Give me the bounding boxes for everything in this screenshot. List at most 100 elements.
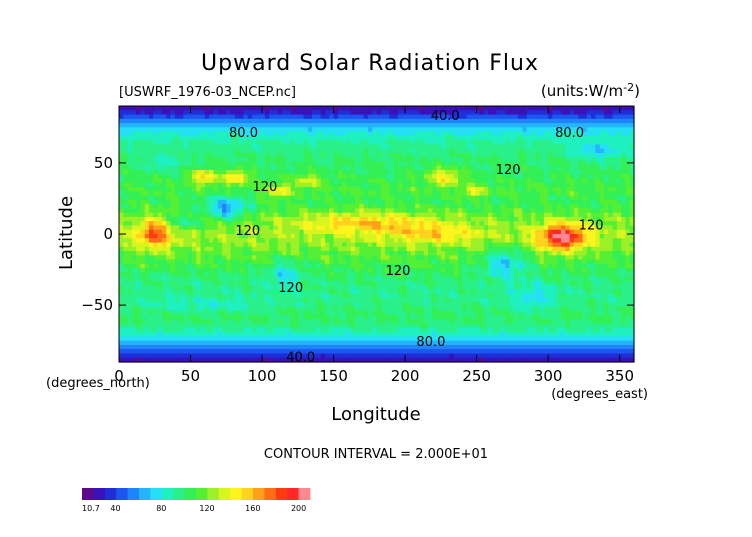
heatmap-cell xyxy=(470,118,476,124)
heatmap-cell xyxy=(273,157,279,163)
heatmap-cell xyxy=(350,234,356,239)
heatmap-cell xyxy=(526,229,532,235)
heatmap-cell xyxy=(359,178,365,184)
heatmap-cell xyxy=(234,161,240,167)
heatmap-cell xyxy=(333,106,339,111)
heatmap-cell xyxy=(294,276,300,282)
heatmap-cell xyxy=(166,242,172,248)
heatmap-cell xyxy=(616,148,622,154)
heatmap-cell xyxy=(410,263,416,269)
heatmap-cell xyxy=(428,212,433,218)
heatmap-cell xyxy=(239,110,245,116)
heatmap-cell xyxy=(264,246,270,252)
heatmap-cell xyxy=(252,148,257,154)
heatmap-cell xyxy=(144,114,150,120)
heatmap-cell xyxy=(286,221,292,227)
heatmap-cell xyxy=(415,174,421,180)
heatmap-cell xyxy=(123,178,129,184)
heatmap-cell xyxy=(277,110,283,116)
heatmap-cell xyxy=(573,135,579,141)
heatmap-cell xyxy=(209,152,215,158)
heatmap-cell xyxy=(380,187,386,192)
heatmap-cell xyxy=(397,251,403,256)
heatmap-cell xyxy=(359,199,365,205)
heatmap-cell xyxy=(191,106,197,111)
heatmap-cell xyxy=(552,148,558,154)
heatmap-cell xyxy=(153,251,159,256)
heatmap-cell xyxy=(260,255,266,261)
heatmap-cell xyxy=(526,242,532,248)
heatmap-cell xyxy=(127,191,133,197)
heatmap-cell xyxy=(191,268,197,273)
heatmap-cell xyxy=(119,127,124,133)
heatmap-cell xyxy=(591,110,596,116)
heatmap-cell xyxy=(239,152,245,158)
heatmap-cell xyxy=(488,208,493,214)
heatmap-cell xyxy=(483,195,489,201)
heatmap-cell xyxy=(196,161,202,167)
heatmap-cell xyxy=(561,251,566,256)
heatmap-cell xyxy=(170,268,176,273)
heatmap-cell xyxy=(222,195,227,201)
heatmap-cell xyxy=(462,199,468,205)
heatmap-cell xyxy=(239,157,245,163)
heatmap-cell xyxy=(509,118,515,124)
heatmap-cell xyxy=(488,144,493,150)
heatmap-cell xyxy=(380,242,386,248)
heatmap-cell xyxy=(290,161,296,167)
heatmap-cell xyxy=(556,118,562,124)
heatmap-cell xyxy=(449,229,455,235)
heatmap-cell xyxy=(578,148,584,154)
heatmap-cell xyxy=(492,165,498,171)
heatmap-cell xyxy=(475,135,481,141)
heatmap-cell xyxy=(346,127,352,133)
heatmap-cell xyxy=(333,191,339,197)
heatmap-cell xyxy=(479,195,485,201)
heatmap-cell xyxy=(406,157,412,163)
heatmap-cell xyxy=(346,229,352,235)
heatmap-cell xyxy=(252,118,257,124)
heatmap-cell xyxy=(548,238,554,244)
heatmap-cell xyxy=(264,191,270,197)
heatmap-cell xyxy=(256,225,262,231)
heatmap-cell xyxy=(226,238,232,244)
heatmap-cell xyxy=(505,165,511,171)
heatmap-cell xyxy=(573,234,579,239)
heatmap-cell xyxy=(625,195,631,201)
heatmap-cell xyxy=(483,118,489,124)
heatmap-cell xyxy=(286,165,292,171)
heatmap-cell xyxy=(466,276,472,282)
heatmap-cell xyxy=(363,131,369,137)
heatmap-cell xyxy=(526,251,532,256)
heatmap-cell xyxy=(131,268,137,273)
heatmap-cell xyxy=(526,174,532,180)
heatmap-cell xyxy=(505,118,511,124)
heatmap-cell xyxy=(402,242,408,248)
heatmap-cell xyxy=(449,114,455,120)
heatmap-cell xyxy=(312,127,318,133)
heatmap-cell xyxy=(565,165,571,171)
heatmap-cell xyxy=(603,178,609,184)
heatmap-cell xyxy=(595,148,601,154)
heatmap-cell xyxy=(320,152,326,158)
heatmap-cell xyxy=(625,229,631,235)
heatmap-cell xyxy=(183,229,189,235)
heatmap-cell xyxy=(393,187,399,192)
heatmap-cell xyxy=(428,221,433,227)
heatmap-cell xyxy=(140,216,146,222)
heatmap-cell xyxy=(277,225,283,231)
heatmap-cell xyxy=(161,127,167,133)
heatmap-cell xyxy=(543,114,549,120)
heatmap-cell xyxy=(586,114,592,120)
heatmap-cell xyxy=(243,127,249,133)
heatmap-cell xyxy=(445,114,451,120)
heatmap-cell xyxy=(526,118,532,124)
heatmap-cell xyxy=(213,276,219,282)
heatmap-cell xyxy=(269,216,275,222)
heatmap-cell xyxy=(299,182,305,188)
heatmap-cell xyxy=(415,234,421,239)
heatmap-cell xyxy=(543,118,549,124)
heatmap-cell xyxy=(183,178,189,184)
heatmap-cell xyxy=(518,110,524,116)
heatmap-cell xyxy=(359,140,365,145)
